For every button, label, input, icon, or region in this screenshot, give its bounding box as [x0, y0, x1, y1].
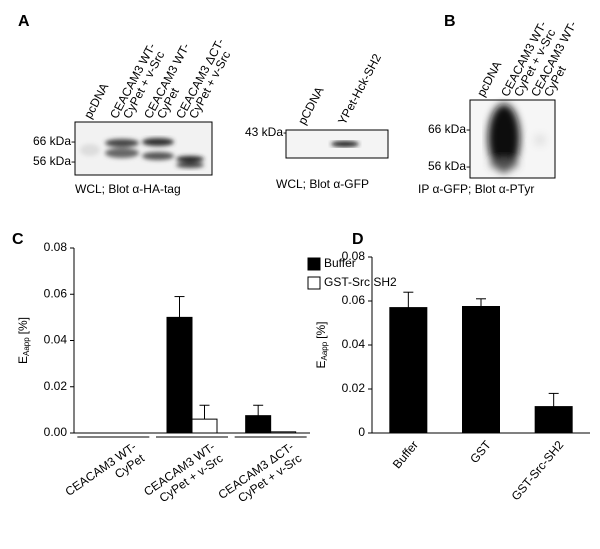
y-label-part: Aapp	[320, 341, 329, 360]
panel-label: A	[18, 13, 30, 30]
bar	[534, 406, 573, 434]
size-marker: 66 kDa-	[33, 134, 75, 148]
y-tick-label: 0.00	[44, 425, 68, 439]
y-tick-label: 0.02	[342, 381, 366, 395]
y-tick-label: 0.04	[44, 333, 68, 347]
y-label-part: [%]	[314, 321, 328, 338]
bar	[462, 306, 500, 434]
y-label-part: [%]	[16, 317, 30, 334]
x-tick-label: GST-Src-SH2	[509, 438, 567, 503]
blot-image	[469, 99, 556, 179]
y-tick-label: 0.06	[342, 293, 366, 307]
blot-caption: IP α-GFP; Blot α-PTyr	[418, 182, 534, 196]
panel-label: B	[444, 13, 456, 30]
blot-caption: WCL; Blot α-HA-tag	[75, 182, 181, 196]
legend-swatch	[307, 276, 321, 290]
size-marker: 66 kDa-	[428, 122, 470, 136]
y-tick-label: 0.08	[342, 249, 366, 263]
bar	[245, 415, 272, 434]
bar	[166, 316, 193, 434]
blot-image	[285, 129, 389, 159]
y-tick-label: 0.08	[44, 240, 68, 254]
legend-swatch	[307, 257, 321, 271]
y-label-part: E	[16, 356, 30, 364]
bar	[191, 418, 218, 434]
y-axis-label: EAapp [%]	[314, 321, 329, 368]
size-marker: 43 kDa-	[245, 125, 287, 139]
y-axis-label: EAapp [%]	[16, 317, 31, 364]
bar	[270, 431, 297, 434]
y-label-part: E	[314, 361, 328, 369]
size-marker: 56 kDa-	[428, 159, 470, 173]
x-tick-label: Buffer	[390, 438, 421, 471]
bar	[389, 307, 428, 434]
y-tick-label: 0.06	[44, 286, 68, 300]
legend-label: GST-Src SH2	[324, 275, 397, 289]
panel-label: C	[12, 231, 24, 248]
blot-caption: WCL; Blot α-GFP	[276, 177, 369, 191]
lane-label: YPet-Hck-SH2	[335, 51, 384, 127]
panel-label: D	[352, 231, 364, 248]
x-tick-label: GST	[467, 437, 494, 465]
y-tick-label: 0	[358, 425, 365, 439]
size-marker: 56 kDa-	[33, 154, 75, 168]
y-tick-label: 0.02	[44, 379, 68, 393]
blot-image	[74, 121, 213, 176]
lane-label: pCDNA	[295, 84, 326, 126]
y-label-part: Aapp	[22, 337, 31, 356]
y-tick-label: 0.04	[342, 337, 366, 351]
legend-label: Buffer	[324, 256, 356, 270]
